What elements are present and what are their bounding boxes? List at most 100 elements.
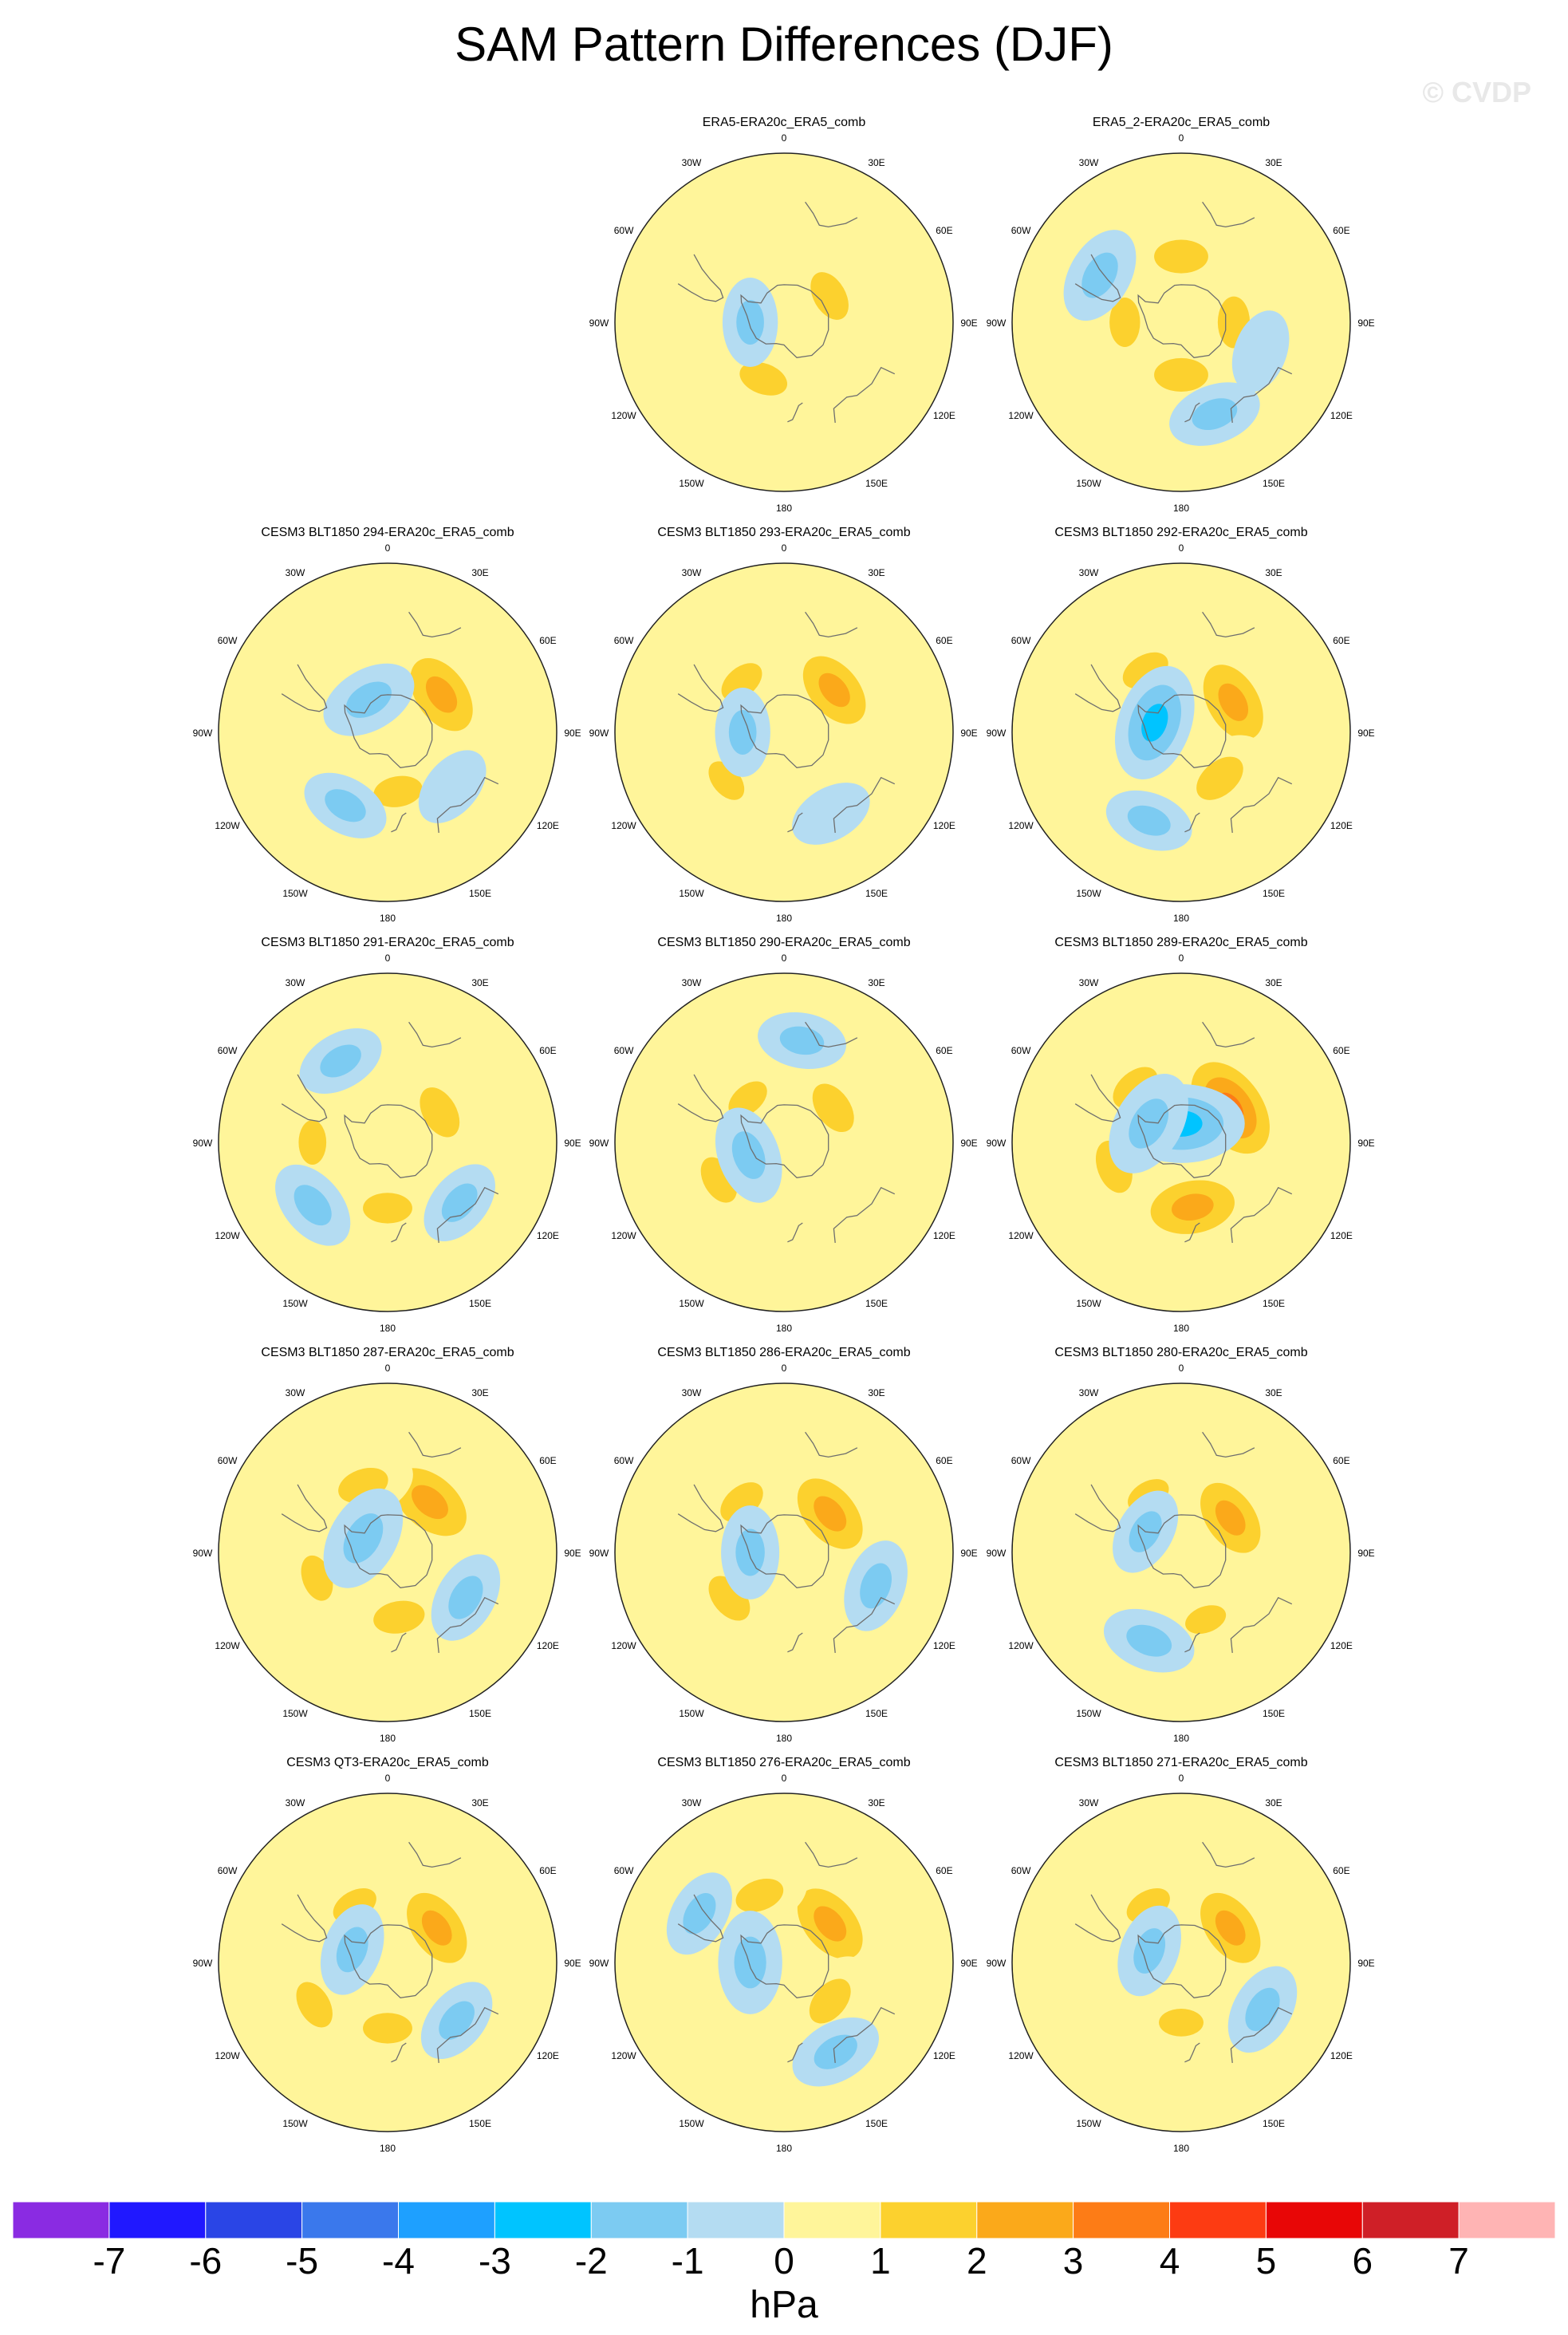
lon-label: 60W: [614, 1045, 634, 1056]
lon-label: 60E: [1333, 635, 1349, 646]
lon-label: 120E: [1330, 1640, 1353, 1651]
new-zealand-coastline: [1184, 1222, 1200, 1243]
contour-fill: [296, 1982, 333, 2028]
contour-fill: [1218, 683, 1249, 721]
lon-label: 60W: [218, 1045, 238, 1056]
lon-label: 60E: [1333, 1455, 1349, 1466]
zero-background: [1012, 1383, 1350, 1722]
lon-label: 90W: [193, 1958, 213, 1969]
new-zealand-coastline: [787, 2042, 803, 2063]
lon-label: 90W: [987, 1958, 1007, 1969]
lon-label: 120W: [1008, 410, 1034, 421]
africa-coastline: [805, 611, 858, 638]
lon-label: 120E: [1330, 410, 1353, 421]
colorbar-swatch: [1073, 2201, 1170, 2239]
new-zealand-coastline: [391, 1632, 407, 1653]
africa-coastline: [805, 201, 858, 228]
africa-coastline: [805, 1841, 858, 1868]
new-zealand-coastline: [1184, 812, 1200, 833]
lon-label: 60W: [1011, 635, 1031, 646]
colorbar-swatch: [1265, 2201, 1363, 2239]
map-panel: 0 30E 60E 90E 120E 150E 180 150W 120W 90W 60W 30W ER…: [987, 116, 1375, 514]
new-zealand-coastline: [391, 812, 407, 833]
colorbar-tick: 2: [967, 2240, 987, 2282]
lon-label: 30E: [471, 1387, 488, 1398]
australia-coastline: [833, 1596, 896, 1653]
lon-label: 150W: [282, 1298, 308, 1309]
lon-label: 180: [380, 1733, 396, 1744]
lon-label: 30W: [286, 567, 305, 578]
lon-label: 120E: [1330, 2050, 1353, 2061]
lon-label: 90E: [1357, 1958, 1374, 1969]
lon-label: 90W: [589, 1958, 609, 1969]
lon-label: 180: [776, 503, 792, 514]
africa-coastline: [1202, 611, 1255, 638]
contour-fill: [736, 300, 764, 345]
colorbar-swatch: [494, 2201, 592, 2239]
zero-background: [219, 973, 557, 1311]
map-panel: 0 30E 60E 90E 120E 150E 180 150W 120W 90W 60W 30W CE…: [193, 936, 581, 1334]
south-america-coastline: [677, 664, 724, 712]
contour-fill: [731, 1131, 766, 1179]
lon-label: 90W: [589, 318, 609, 329]
new-zealand-coastline: [391, 1222, 407, 1243]
colorbar-tick: -7: [93, 2240, 125, 2282]
map-panel: 0 30E 60E 90E 120E 150E 180 150W 120W 90W 60W 30W CE…: [589, 526, 978, 924]
lon-label: 30W: [682, 1797, 702, 1808]
lon-label: 150E: [469, 2118, 491, 2129]
lon-label: 180: [1173, 503, 1189, 514]
colorbar-tick: 7: [1448, 2240, 1469, 2282]
map-border: [1011, 1382, 1351, 1722]
contour-fill: [792, 783, 870, 845]
colorbar-swatch: [590, 2201, 688, 2239]
lon-label: 30E: [868, 157, 884, 168]
lon-label: 150W: [1076, 1708, 1101, 1719]
lon-label: 120E: [933, 1230, 955, 1241]
lon-label: 180: [776, 2143, 792, 2154]
new-zealand-coastline: [787, 812, 803, 833]
antarctica-coastline: [740, 694, 829, 768]
lon-label: 90E: [960, 1958, 977, 1969]
panel-title: CESM3 BLT1850 276-ERA20c_ERA5_comb: [657, 1756, 910, 1769]
south-america-coastline: [281, 1484, 328, 1532]
contour-fill: [683, 1893, 716, 1935]
contour-fill: [325, 789, 366, 822]
lon-label: 90W: [589, 1138, 609, 1149]
contour-fill: [1196, 756, 1243, 800]
contour-fill: [421, 1910, 452, 1946]
panel-title: CESM3 BLT1850 271-ERA20c_ERA5_comb: [1054, 1756, 1307, 1769]
lon-label: 150W: [679, 2118, 704, 2129]
lon-label: 150W: [1076, 478, 1101, 489]
lon-label: 60E: [936, 1455, 952, 1466]
lon-label: 30E: [868, 977, 884, 988]
south-america-coastline: [677, 254, 724, 302]
lon-label: 180: [1173, 1733, 1189, 1744]
lon-label: 180: [1173, 913, 1189, 924]
lon-label: 60E: [936, 225, 952, 236]
lon-label: 30W: [682, 567, 702, 578]
lon-label: 30E: [1265, 1797, 1282, 1808]
colorbar-tick: 4: [1160, 2240, 1180, 2282]
lon-label: 60E: [539, 1455, 556, 1466]
lon-label: 0: [1179, 132, 1184, 144]
colorbar-swatch: [1361, 2201, 1460, 2239]
new-zealand-coastline: [391, 2042, 407, 2063]
lon-label: 60E: [539, 1865, 556, 1876]
lon-label: 0: [385, 542, 391, 554]
zero-background: [615, 563, 953, 901]
contour-fill: [812, 1083, 854, 1133]
map-border: [614, 562, 954, 902]
zero-background: [1012, 1793, 1350, 2132]
lon-label: 60W: [1011, 1455, 1031, 1466]
colorbar-swatch: [108, 2201, 207, 2239]
lon-label: 60E: [1333, 1045, 1349, 1056]
colorbar-swatch: [783, 2201, 881, 2239]
lon-label: 150E: [469, 1298, 491, 1309]
lon-label: 150E: [865, 1298, 888, 1309]
new-zealand-coastline: [1184, 2042, 1200, 2063]
lon-label: 120W: [611, 1230, 636, 1241]
contour-fill: [814, 1496, 847, 1532]
australia-coastline: [833, 776, 896, 833]
lon-label: 60W: [614, 1455, 634, 1466]
lon-label: 120E: [933, 820, 955, 831]
